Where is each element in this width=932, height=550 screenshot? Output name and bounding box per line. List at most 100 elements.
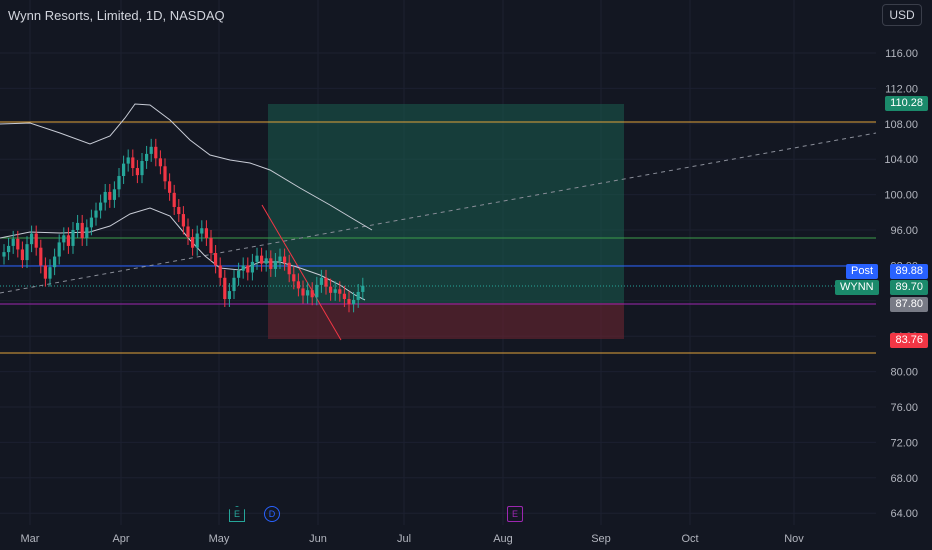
candle-body xyxy=(287,262,291,275)
candle-body xyxy=(195,233,199,248)
candle-body xyxy=(168,181,172,193)
candle-body xyxy=(34,233,38,248)
candle-body xyxy=(122,163,126,177)
candle-body xyxy=(39,247,43,266)
candle-body xyxy=(11,238,15,246)
candle-body xyxy=(204,228,208,238)
candle-body xyxy=(80,222,84,238)
candle-body xyxy=(43,265,47,279)
candle-body xyxy=(333,289,337,293)
price-tick-label: 80.00 xyxy=(890,367,918,379)
time-tick-label: Oct xyxy=(681,533,698,545)
price-tick-label: 112.00 xyxy=(885,83,918,95)
price-tick-label: 116.00 xyxy=(885,48,918,60)
candle-body xyxy=(264,258,268,264)
candle-body xyxy=(145,153,149,161)
candle-body xyxy=(186,226,190,238)
candle-body xyxy=(131,157,135,169)
time-tick-label: Apr xyxy=(112,533,129,545)
candle-body xyxy=(329,286,333,293)
price-tick-label: 96.00 xyxy=(890,225,918,237)
stop-price-label: 87.80 xyxy=(890,297,928,312)
price-tick-label: 76.00 xyxy=(890,402,918,414)
earnings-icon[interactable]: E xyxy=(229,506,245,522)
candle-body xyxy=(117,176,121,190)
candle-body xyxy=(292,274,296,282)
candle-body xyxy=(342,293,346,300)
last-price-label: 89.70 xyxy=(890,280,928,295)
target-price-label: 110.28 xyxy=(885,96,928,111)
post-price-label: 89.88 xyxy=(890,264,928,279)
candle-body xyxy=(177,206,181,215)
candle-body xyxy=(7,245,11,253)
dividend-icon[interactable]: D xyxy=(264,506,280,522)
candle-body xyxy=(352,299,356,305)
candle-body xyxy=(154,146,158,159)
candle-body xyxy=(149,146,153,154)
price-tick-label: 72.00 xyxy=(890,437,918,449)
candle-body xyxy=(223,277,227,300)
candle-body xyxy=(62,235,66,243)
candle-body xyxy=(99,202,103,211)
candle-body xyxy=(126,157,130,164)
time-tick-label: Jun xyxy=(309,533,327,545)
candles xyxy=(2,138,365,313)
candle-body xyxy=(16,238,20,250)
candle-body xyxy=(112,189,116,200)
candle-body xyxy=(324,277,328,287)
candle-body xyxy=(338,289,342,294)
candle-body xyxy=(20,249,24,261)
candle-body xyxy=(103,191,107,203)
candle-body xyxy=(158,158,162,167)
price-tick-label: 108.00 xyxy=(884,119,918,131)
candle-body xyxy=(283,256,287,263)
candle-body xyxy=(301,288,305,296)
candle-body xyxy=(232,277,236,292)
low-price-label: 83.76 xyxy=(890,333,928,348)
price-tick-label: 104.00 xyxy=(884,154,918,166)
upper-band xyxy=(0,103,373,231)
candle-body xyxy=(108,191,112,200)
time-tick-label: Mar xyxy=(21,533,40,545)
candle-body xyxy=(181,214,185,227)
time-axis[interactable]: Mar Apr May Jun Jul Aug Sep Oct Nov xyxy=(21,533,805,545)
time-tick-label: May xyxy=(209,533,230,545)
candle-body xyxy=(2,252,6,257)
candle-body xyxy=(310,290,314,298)
candle-body xyxy=(361,285,365,292)
candle-body xyxy=(172,192,176,207)
symbol-tag: WYNN xyxy=(835,280,879,295)
chart-title: Wynn Resorts, Limited, 1D, NASDAQ xyxy=(8,8,225,23)
candle-body xyxy=(89,217,93,228)
candle-body xyxy=(241,265,245,271)
candle-body xyxy=(227,291,231,300)
candle-body xyxy=(214,253,218,266)
red-trend-line[interactable] xyxy=(261,204,342,341)
candle-body xyxy=(30,233,34,245)
candle-body xyxy=(273,260,277,269)
loss-zone[interactable] xyxy=(268,303,624,339)
candle-body xyxy=(25,244,29,261)
time-tick-label: Sep xyxy=(591,533,611,545)
candle-body xyxy=(76,222,80,230)
candle-body xyxy=(209,237,213,254)
candle-body xyxy=(66,235,70,246)
candle-body xyxy=(48,267,52,279)
candle-body xyxy=(140,160,144,176)
currency-button[interactable]: USD xyxy=(882,4,922,26)
candle-body xyxy=(296,281,300,289)
candle-body xyxy=(71,230,75,246)
candle-body xyxy=(255,255,259,262)
future-earnings-icon[interactable]: E xyxy=(507,506,523,522)
candle-body xyxy=(278,256,282,261)
post-tag: Post xyxy=(846,264,879,279)
candle-body xyxy=(218,265,222,278)
candle-body xyxy=(306,290,310,296)
candle-body xyxy=(135,168,139,176)
candle-body xyxy=(260,255,264,264)
price-tick-label: 100.00 xyxy=(884,190,918,202)
candle-body xyxy=(94,210,98,218)
price-tick-label: 64.00 xyxy=(890,508,918,520)
candle-body xyxy=(85,227,89,238)
